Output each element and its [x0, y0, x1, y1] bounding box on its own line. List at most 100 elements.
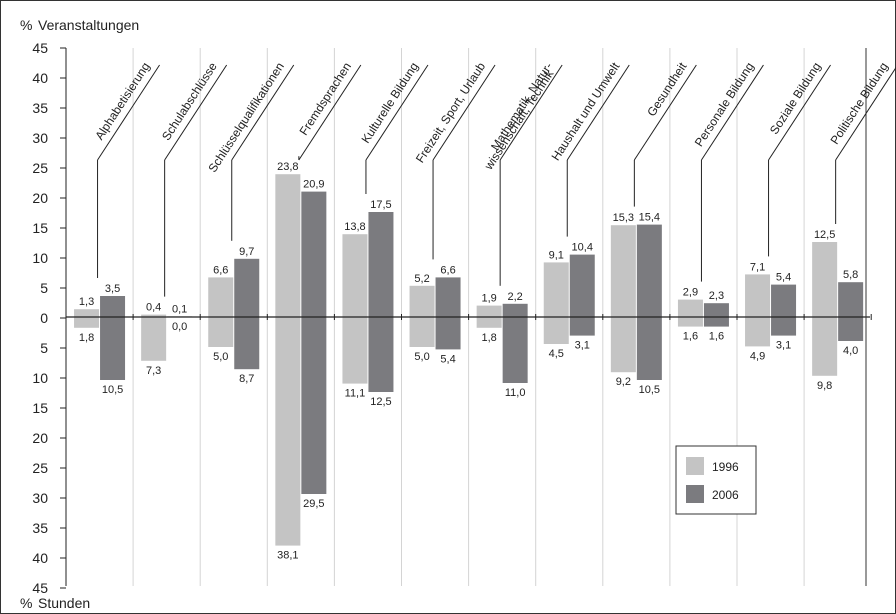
legend-label-1996: 1996	[712, 460, 739, 474]
bar-1996-veranstaltungen	[812, 242, 838, 317]
value-label-2006-up: 15,4	[639, 212, 660, 224]
value-label-2006-up: 5,8	[843, 269, 858, 281]
value-label-1996-up: 1,3	[79, 296, 94, 308]
bar-2006-stunden	[703, 317, 729, 327]
category-leader-diagonal	[298, 64, 362, 161]
value-label-2006-down: 0,0	[172, 321, 187, 333]
value-label-2006-up: 5,4	[776, 272, 791, 284]
y-tick-label: 20	[32, 430, 48, 446]
top-percent-label: %	[20, 17, 32, 33]
bar-2006-veranstaltungen	[569, 254, 595, 317]
value-label-1996-down: 11,1	[345, 388, 366, 400]
bar-1996-veranstaltungen	[208, 277, 234, 317]
category-label: Schlüsselqualifikationen	[205, 60, 287, 175]
value-label-2006-down: 29,5	[303, 498, 324, 510]
bar-2006-stunden	[100, 317, 126, 380]
bar-2006-veranstaltungen	[703, 303, 729, 317]
y-tick-label: 30	[32, 130, 48, 146]
value-label-2006-down: 3,1	[575, 340, 590, 352]
value-label-1996-up: 23,8	[277, 161, 298, 173]
category-label: Fremdsprachen	[296, 60, 354, 138]
value-label-2006-up: 17,5	[370, 199, 391, 211]
value-label-2006-up: 6,6	[440, 264, 455, 276]
bar-2006-stunden	[502, 317, 528, 383]
bar-1996-stunden	[409, 317, 435, 347]
category-leader-diagonal	[499, 64, 563, 161]
bar-1996-stunden	[275, 317, 301, 546]
bottom-percent-label: %	[20, 595, 32, 611]
bar-2006-stunden	[771, 317, 797, 336]
value-label-2006-down: 11,0	[505, 387, 526, 399]
y-tick-label: 25	[32, 160, 48, 176]
y-tick-label: 35	[32, 520, 48, 536]
bar-1996-veranstaltungen	[409, 285, 435, 317]
bottom-axis-label: Stunden	[38, 595, 90, 611]
y-tick-label: 5	[40, 340, 48, 356]
category-leader-diagonal	[835, 66, 896, 161]
bar-1996-veranstaltungen	[476, 305, 502, 317]
value-label-1996-up: 15,3	[613, 212, 634, 224]
legend-label-2006: 2006	[712, 488, 739, 502]
value-label-1996-down: 4,9	[750, 350, 765, 362]
bar-1996-stunden	[610, 317, 636, 373]
value-label-2006-up: 10,4	[572, 242, 593, 254]
value-label-2006-up: 20,9	[303, 179, 324, 191]
legend-swatch-1996	[686, 457, 704, 475]
bar-2006-stunden	[838, 317, 864, 341]
legend-box	[675, 445, 757, 515]
bar-1996-veranstaltungen	[543, 262, 569, 317]
category-label: Alphabetisierung	[92, 60, 152, 143]
top-axis-label: Veranstaltungen	[38, 17, 139, 33]
bar-1996-veranstaltungen	[610, 225, 636, 317]
bar-1996-stunden	[476, 317, 502, 328]
value-label-2006-down: 4,0	[843, 345, 858, 357]
y-tick-label: 20	[32, 190, 48, 206]
value-label-1996-down: 1,8	[482, 332, 497, 344]
bar-1996-stunden	[208, 317, 234, 347]
value-label-2006-down: 3,1	[776, 340, 791, 352]
y-tick-label: 45	[32, 580, 48, 596]
value-label-2006-down: 1,6	[709, 331, 724, 343]
bar-2006-stunden	[569, 317, 595, 336]
y-tick-label: 40	[32, 70, 48, 86]
bar-1996-veranstaltungen	[342, 234, 368, 317]
bar-1996-stunden	[74, 317, 100, 328]
bar-1996-veranstaltungen	[141, 314, 167, 317]
value-label-1996-down: 5,0	[213, 351, 228, 363]
value-label-1996-down: 1,8	[79, 332, 94, 344]
value-label-1996-up: 6,6	[213, 264, 228, 276]
axes	[60, 47, 872, 589]
y-tick-label: 15	[32, 220, 48, 236]
y-tick-label: 45	[32, 40, 48, 56]
legend: 1996 2006	[675, 445, 757, 515]
value-label-2006-up: 2,3	[709, 290, 724, 302]
y-tick-label: 10	[32, 370, 48, 386]
bar-2006-stunden	[636, 317, 662, 380]
category-label: Kulturelle Bildung	[358, 60, 421, 146]
value-label-1996-up: 7,1	[750, 261, 765, 273]
bar-1996-veranstaltungen	[74, 309, 100, 317]
category-label: Soziale Bildung	[767, 60, 824, 137]
category-leader-diagonal	[365, 64, 429, 161]
value-label-2006-down: 10,5	[639, 384, 660, 396]
value-label-2006-up: 3,5	[105, 283, 120, 295]
y-tick-label: 15	[32, 400, 48, 416]
value-label-1996-down: 5,0	[414, 351, 429, 363]
bar-2006-stunden	[301, 317, 327, 494]
category-label: Freizeit, Sport, Urlaub	[413, 60, 488, 166]
value-label-1996-down: 1,6	[683, 331, 698, 343]
y-tick-label: 5	[40, 280, 48, 296]
value-label-1996-up: 2,9	[683, 287, 698, 299]
category-leader-diagonal	[97, 64, 160, 161]
bars	[74, 174, 864, 546]
category-leader-diagonal	[633, 64, 697, 161]
category-leader-diagonal	[768, 64, 831, 161]
bar-2006-veranstaltungen	[502, 303, 528, 317]
y-tick-label: 40	[32, 550, 48, 566]
value-label-1996-down: 38,1	[277, 550, 298, 562]
y-tick-label: 10	[32, 250, 48, 266]
value-label-1996-up: 12,5	[814, 229, 835, 241]
bar-1996-veranstaltungen	[677, 299, 703, 317]
category-label: Personale Bildung	[692, 60, 757, 149]
bar-1996-veranstaltungen	[745, 274, 771, 317]
